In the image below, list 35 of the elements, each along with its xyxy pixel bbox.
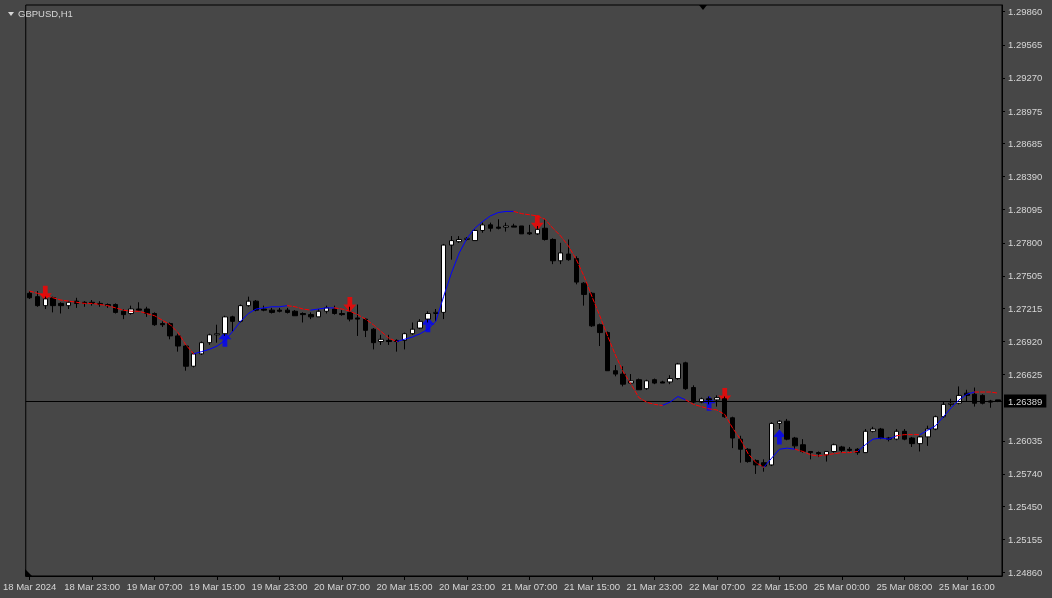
- x-tick-label: 19 Mar 07:00: [126, 580, 183, 592]
- x-tick-label: 20 Mar 07:00: [314, 580, 371, 592]
- x-tick-label: 21 Mar 15:00: [563, 580, 620, 592]
- y-tick-label: 1.26625: [1008, 369, 1043, 381]
- y-tick-label: 1.28095: [1008, 204, 1043, 216]
- y-tick-label: 1.29565: [1008, 39, 1043, 51]
- x-tick-label: 19 Mar 15:00: [189, 580, 246, 592]
- y-tick-label: 1.25155: [1008, 534, 1043, 546]
- y-tick-label: 1.26920: [1008, 336, 1043, 348]
- y-tick-label: 1.25740: [1008, 468, 1043, 480]
- x-tick-label: 20 Mar 23:00: [439, 580, 496, 592]
- x-tick-label: 21 Mar 23:00: [626, 580, 683, 592]
- y-tick-label: 1.29860: [1008, 6, 1043, 18]
- y-tick-label: 1.24860: [1008, 567, 1043, 579]
- x-tick-label: 20 Mar 15:00: [376, 580, 433, 592]
- x-tick-label: 22 Mar 07:00: [688, 580, 745, 592]
- x-tick-label: 22 Mar 15:00: [751, 580, 808, 592]
- y-tick-label: 1.27215: [1008, 302, 1043, 314]
- x-tick-label: 21 Mar 07:00: [501, 580, 558, 592]
- x-tick-label: 25 Mar 00:00: [813, 580, 870, 592]
- y-tick-label: 1.25450: [1008, 500, 1043, 512]
- x-tick-label: 19 Mar 23:00: [251, 580, 308, 592]
- y-tick-label: 1.27505: [1008, 270, 1043, 282]
- y-tick-label: 1.28975: [1008, 105, 1043, 117]
- y-tick-label: 1.28390: [1008, 171, 1043, 183]
- y-tick-label: 1.29270: [1008, 72, 1043, 84]
- ref-line-label: 1.26389: [1008, 395, 1043, 407]
- x-tick-label: 25 Mar 16:00: [938, 580, 995, 592]
- y-tick-label: 1.28685: [1008, 138, 1043, 150]
- x-tick-label: 18 Mar 2024: [2, 580, 57, 592]
- x-tick-label: 25 Mar 08:00: [876, 580, 933, 592]
- x-tick-label: 18 Mar 23:00: [64, 580, 121, 592]
- y-tick-label: 1.26035: [1008, 435, 1043, 447]
- y-tick-label: 1.27800: [1008, 237, 1043, 249]
- chart-title: GBPUSD,H1: [18, 7, 73, 19]
